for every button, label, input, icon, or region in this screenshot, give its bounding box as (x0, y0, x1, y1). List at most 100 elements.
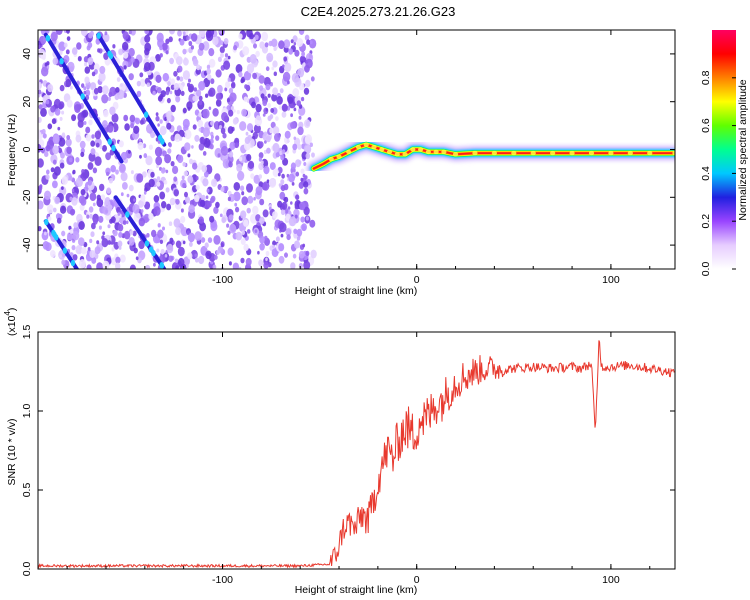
noise-speckle (208, 48, 215, 57)
snr-y-tick-label: 0.5 (21, 483, 33, 498)
noise-speckle (82, 109, 89, 118)
noise-speckle (122, 31, 129, 40)
noise-speckle (84, 61, 88, 67)
noise-speckle (38, 45, 41, 49)
noise-speckle (136, 173, 144, 183)
noise-speckle (187, 252, 193, 260)
noise-speckle (159, 93, 164, 100)
noise-speckle (210, 197, 215, 204)
noise-speckle (195, 184, 200, 191)
noise-speckle (249, 54, 257, 64)
noise-speckle (240, 257, 245, 264)
noise-speckle (102, 260, 110, 269)
noise-speckle (242, 46, 250, 56)
noise-speckle (138, 138, 142, 142)
noise-speckle (221, 122, 225, 126)
noise-speckle (86, 214, 90, 219)
noise-speckle (54, 196, 60, 205)
noise-speckle (91, 134, 95, 139)
noise-speckle (310, 249, 317, 259)
streak-spot (125, 211, 130, 218)
noise-speckle (179, 84, 184, 91)
noise-speckle (258, 157, 262, 162)
noise-speckle (203, 137, 211, 148)
noise-speckle (41, 66, 49, 77)
noise-speckle (220, 127, 226, 135)
noise-speckle (305, 216, 309, 221)
noise-speckle (130, 170, 134, 175)
noise-speckle (208, 87, 216, 97)
noise-speckle (59, 162, 65, 169)
noise-speckle (162, 226, 165, 231)
noise-speckle (118, 246, 122, 250)
noise-speckle (50, 167, 55, 173)
noise-speckle (235, 64, 243, 74)
noise-speckle (163, 180, 168, 185)
noise-speckle (288, 173, 295, 183)
noise-speckle (75, 157, 80, 163)
signal-spot (672, 150, 675, 156)
noise-speckle (177, 257, 185, 267)
streak-spot (151, 249, 156, 257)
noise-speckle (259, 141, 264, 148)
noise-speckle (275, 116, 279, 121)
noise-speckle (153, 206, 161, 216)
noise-speckle (160, 248, 165, 255)
noise-speckle (189, 199, 195, 206)
noise-speckle (259, 41, 265, 49)
signal-spot (402, 152, 408, 157)
noise-speckle (139, 78, 146, 87)
noise-speckle (272, 168, 279, 177)
heatmap-noise-region (38, 30, 317, 269)
noise-speckle (195, 176, 199, 181)
snr-y-ticks: 0.0 0.5 1.0 1.5 (21, 325, 675, 576)
noise-speckle (255, 50, 260, 58)
noise-speckle (197, 119, 204, 128)
heatmap-y-tick-label: 40 (21, 48, 33, 60)
noise-speckle (111, 113, 119, 123)
noise-speckle (268, 178, 277, 188)
noise-speckle (44, 151, 49, 157)
noise-speckle (243, 70, 252, 81)
noise-speckle (240, 185, 245, 191)
noise-speckle (227, 126, 234, 134)
heatmap-y-tick-label: 0 (21, 146, 33, 152)
noise-speckle (241, 196, 248, 206)
noise-speckle (305, 250, 310, 257)
noise-speckle (272, 244, 275, 249)
noise-speckle (142, 143, 147, 149)
noise-speckle (116, 77, 121, 82)
noise-speckle (140, 194, 146, 202)
noise-speckle (55, 30, 63, 35)
noise-speckle (104, 199, 111, 208)
noise-speckle (236, 110, 240, 115)
noise-speckle (300, 216, 306, 223)
noise-speckle (169, 57, 175, 65)
noise-speckle (165, 169, 169, 174)
noise-speckle (305, 152, 311, 160)
noise-speckle (90, 140, 96, 147)
noise-speckle (205, 93, 209, 98)
noise-speckle (198, 216, 204, 224)
noise-speckle (176, 76, 180, 81)
noise-speckle (157, 223, 161, 228)
noise-speckle (296, 228, 303, 237)
signal-spot (379, 147, 385, 152)
noise-speckle (99, 65, 106, 74)
noise-speckle (309, 40, 313, 45)
noise-speckle (243, 96, 248, 102)
noise-speckle (269, 162, 276, 171)
noise-speckle (175, 56, 183, 66)
noise-speckle (71, 47, 78, 55)
noise-speckle (212, 36, 219, 46)
noise-speckle (284, 208, 289, 214)
noise-speckle (144, 62, 151, 72)
noise-speckle (45, 99, 50, 105)
noise-speckle (220, 186, 225, 192)
noise-speckle (304, 119, 311, 128)
noise-speckle (207, 237, 213, 244)
noise-speckle (174, 133, 181, 143)
noise-speckle (295, 171, 300, 177)
noise-speckle (83, 121, 87, 125)
noise-speckle (69, 157, 73, 163)
